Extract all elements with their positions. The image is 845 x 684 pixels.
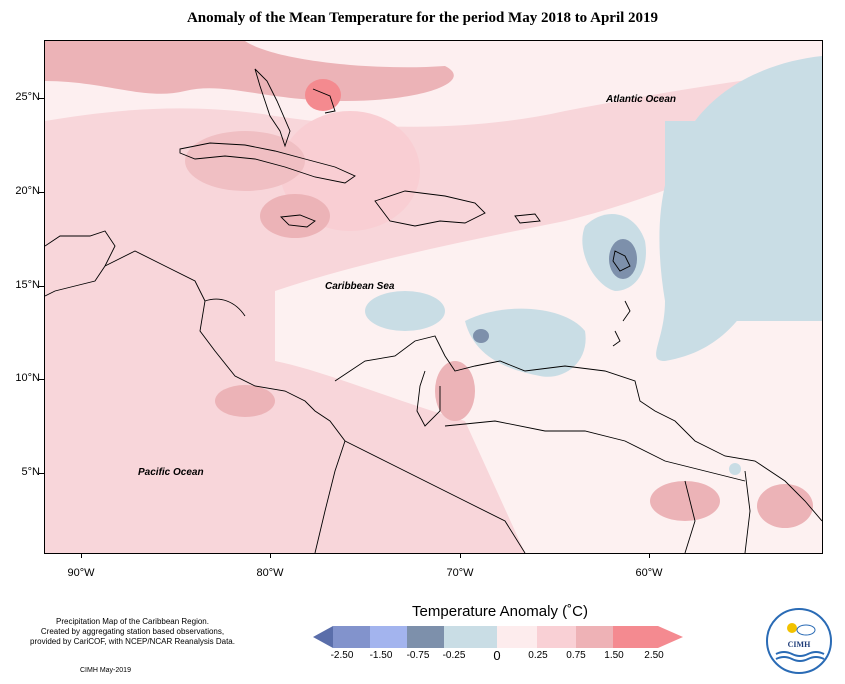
puerto-rico-coast [514,213,541,224]
credits-line: Created by aggregating station based obs… [40,627,225,636]
lon-label-70w: 70°W [446,567,474,579]
lat-tick [39,192,44,193]
south-america-north-coast [334,335,822,522]
anomaly-map [45,41,822,553]
lon-tick [270,553,271,558]
warm-patch-cuba [185,131,305,191]
warm-patch-jamaica [260,194,330,238]
warm-patch-guiana [650,481,720,521]
jamaica-coast [280,214,316,228]
credits-line: provided by CariCOF, with NCEP/NCAR Rean… [30,637,235,646]
lat-tick [39,286,44,287]
legend-title: Temperature Anomaly (˚C) [412,603,588,620]
legend-swatch [333,626,370,648]
warm-patch-panama [215,385,275,417]
lon-label-80w: 80°W [256,567,284,579]
hispaniola-coast [374,190,486,227]
venezuela-interior-border [444,420,746,482]
florida-coast [254,68,291,148]
lon-tick [460,553,461,558]
lake-maracaibo [416,370,441,427]
warm-patch-north [45,41,454,101]
legend-tick-label: 2.50 [644,650,664,661]
credits-block: Precipitation Map of the Caribbean Regio… [10,617,255,647]
coastlines [45,68,822,553]
legend-tick-label: -1.50 [369,650,393,661]
legend-swatch [444,626,497,648]
lat-label-5n: 5°N [21,466,40,478]
legend-tick-label: -0.75 [406,650,430,661]
lat-label-20n: 20°N [15,185,40,197]
lat-tick [39,379,44,380]
lon-tick [81,553,82,558]
legend-tick-label: -2.50 [330,650,354,661]
central-america-coast [104,250,346,553]
lat-label-15n: 15°N [15,279,40,291]
cuba-coast [179,142,356,184]
cloud-icon [796,624,816,636]
warm-patch-suriname [757,484,813,528]
legend-swatch-arrow-high [658,626,683,648]
cool-spot-guiana [729,463,741,475]
legend-swatch-arrow-low [313,626,333,648]
logo-text: CIMH [787,640,811,649]
sun-icon [787,623,797,633]
legend-tick-label: 0.25 [528,650,548,661]
bahamas-islands [312,88,336,114]
lesser-antilles-south [622,300,631,322]
cool-mid-abc-islands [473,329,489,343]
lat-label-10n: 10°N [15,372,40,384]
legend-tick-label: 0.75 [566,650,586,661]
colombia-border [344,440,526,553]
lat-tick [39,98,44,99]
lon-tick [649,553,650,558]
legend-tick-label: 0 [493,648,501,663]
legend-swatch [613,626,658,648]
lon-label-60w: 60°W [635,567,663,579]
pacific-ocean-label: Pacific Ocean [138,467,204,478]
legend-tick-label: 1.50 [604,650,624,661]
lat-tick [39,473,44,474]
suriname-border [744,470,751,553]
mexico-coast [45,230,116,297]
guyana-border [684,480,696,553]
legend-swatch [576,626,613,648]
lon-label-90w: 90°W [67,567,95,579]
atlantic-ocean-label: Atlantic Ocean [606,94,677,105]
map-frame [44,40,823,554]
lat-label-25n: 25°N [15,91,40,103]
caribbean-sea-label: Caribbean Sea [325,281,395,292]
guadeloupe-islands [612,250,631,272]
legend-swatch [497,626,537,648]
wave-icon [775,651,825,657]
honduras-coast [204,298,246,317]
warm-patch-maracaibo [435,361,475,421]
cool-atlantic-zone-extension [665,121,822,321]
legend-swatch [370,626,407,648]
warm-strong-bahamas [305,79,341,111]
cool-caribbean-west-zone [365,291,445,331]
credits-line: Precipitation Map of the Caribbean Regio… [56,617,209,626]
legend-tick-label: -0.25 [442,650,466,661]
legend-colorbar [313,626,683,648]
cimh-logo-icon [775,623,825,662]
cool-mid-antilles [609,239,637,279]
cimh-logo: CIMH [766,608,832,674]
credits-date: CIMH May-2019 [80,667,131,674]
legend-swatch [407,626,444,648]
grenada-islands [612,330,621,347]
map-title: Anomaly of the Mean Temperature for the … [186,10,659,26]
legend-swatch [537,626,576,648]
cool-caribbean-east-zone [465,308,586,377]
wave-icon [775,656,825,662]
